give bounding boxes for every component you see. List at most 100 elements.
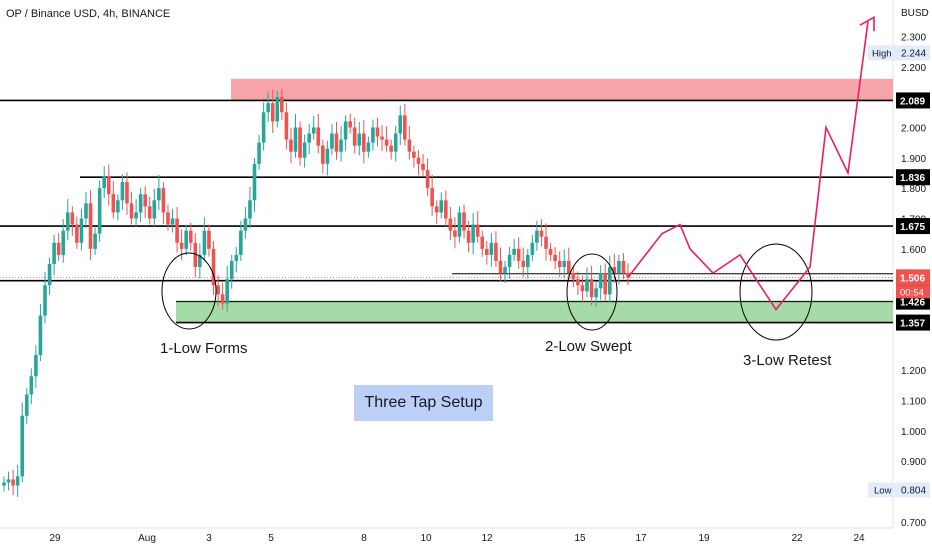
candle-63 [289, 139, 293, 152]
candle-15 [70, 212, 75, 225]
candle-13 [61, 230, 66, 255]
last-price-label: 1.506 [900, 273, 925, 284]
candle-121 [553, 254, 557, 261]
candle-78 [357, 133, 362, 146]
candle-100 [457, 212, 462, 237]
candle-76 [348, 121, 352, 128]
x-tick-10: 22 [791, 533, 803, 544]
candle-65 [298, 127, 302, 158]
candle-9 [43, 285, 47, 316]
level-label-1: 1.836 [900, 173, 925, 184]
candle-72 [330, 133, 334, 149]
candle-20 [93, 233, 97, 249]
candle-21 [97, 188, 102, 234]
candle-38 [175, 218, 179, 243]
candle-17 [79, 218, 84, 243]
candle-58 [266, 103, 270, 113]
chart-title: OP / Binance USD, 4h, BINANCE [6, 8, 171, 20]
y-tick-3: 1.900 [901, 154, 926, 165]
y-tick-6: 1.600 [901, 245, 926, 256]
low-box [868, 482, 930, 498]
candle-52 [239, 230, 243, 255]
candle-54 [248, 200, 252, 219]
candle-43 [198, 254, 202, 268]
candle-128 [585, 279, 589, 292]
candle-111 [507, 254, 512, 268]
annotation-low1: 1-Low Forms [160, 340, 248, 357]
candle-123 [562, 260, 567, 268]
x-tick-6: 12 [481, 533, 493, 544]
candle-1 [6, 479, 11, 483]
candle-50 [229, 260, 234, 280]
projection-path [627, 21, 869, 311]
level-label-2-box [896, 218, 930, 235]
candle-56 [257, 142, 261, 164]
annotation-low2: 2-Low Swept [545, 338, 632, 355]
candle-53 [243, 218, 248, 231]
candle-5 [24, 394, 29, 416]
candle-137 [626, 273, 630, 278]
level-label-0-box [896, 92, 930, 109]
candle-131 [598, 273, 603, 289]
x-tick-9: 19 [698, 533, 710, 544]
candle-67 [307, 133, 311, 143]
y-tick-8: 1.100 [901, 397, 926, 408]
candle-35 [161, 188, 166, 213]
candle-57 [261, 112, 266, 143]
x-tick-11: 24 [853, 533, 865, 544]
candle-96 [439, 200, 444, 213]
projection-arrow [859, 15, 875, 32]
candle-31 [143, 194, 147, 207]
candle-2 [11, 479, 15, 486]
high-name: High [872, 48, 892, 59]
candle-62 [284, 112, 289, 140]
demand-zone [176, 300, 893, 323]
candle-114 [521, 260, 526, 268]
candle-22 [102, 176, 107, 189]
x-tick-3: 5 [268, 533, 274, 544]
x-tick-1: Aug [138, 533, 156, 544]
candle-11 [52, 242, 56, 264]
candle-42 [193, 242, 198, 268]
candle-69 [316, 127, 321, 146]
candle-112 [512, 248, 516, 255]
high-value: 2.244 [901, 48, 926, 59]
candle-40 [184, 230, 188, 249]
y-tick-11: 0.700 [901, 518, 926, 529]
candle-86 [393, 133, 398, 152]
candle-74 [339, 139, 343, 152]
candle-10 [47, 264, 52, 286]
candle-8 [38, 315, 43, 356]
level-label-1-box [896, 169, 930, 186]
x-tick-5: 10 [420, 533, 432, 544]
candle-16 [75, 224, 79, 243]
candle-124 [566, 260, 571, 274]
candle-28 [129, 203, 134, 219]
high-box [868, 45, 930, 61]
candle-0 [2, 482, 6, 486]
circle-low1 [161, 252, 217, 330]
candle-98 [448, 218, 453, 231]
countdown-label: 00:54 [900, 287, 924, 298]
candle-125 [571, 273, 576, 280]
candle-105 [480, 236, 485, 249]
candle-18 [84, 203, 88, 219]
candle-118 [539, 230, 544, 237]
candle-71 [325, 148, 330, 164]
candle-87 [398, 115, 403, 134]
y-tick-0: 2.300 [901, 32, 926, 43]
candle-107 [489, 242, 494, 255]
candle-127 [580, 285, 585, 292]
y-tick-7: 1.200 [901, 366, 926, 377]
level-label-4: 1.426 [900, 298, 925, 309]
candle-119 [544, 236, 548, 249]
candle-19 [88, 203, 93, 249]
candle-89 [407, 139, 412, 152]
candle-106 [485, 248, 489, 255]
candle-116 [530, 242, 535, 255]
circle-low2 [566, 253, 618, 331]
candle-99 [453, 230, 457, 237]
candle-49 [225, 279, 229, 304]
x-tick-0: 29 [49, 533, 61, 544]
